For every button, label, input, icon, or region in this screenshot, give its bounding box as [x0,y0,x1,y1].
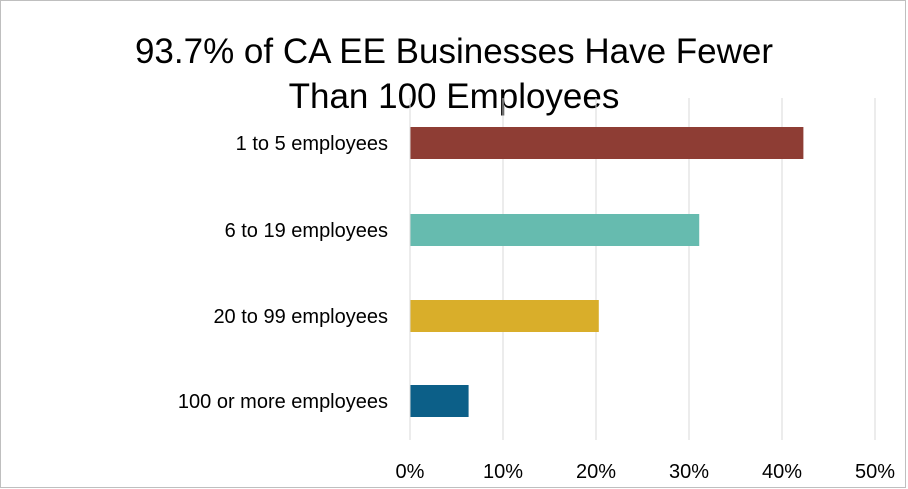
category-label: 100 or more employees [178,391,388,413]
chart-title-line-1: 93.7% of CA EE Businesses Have Fewer [134,32,774,71]
x-tick-label: 10% [483,461,523,483]
x-tick-label: 20% [576,461,616,483]
x-tick-label: 40% [762,461,802,483]
x-tick-label: 30% [669,461,709,483]
x-tick-label: 50% [855,461,895,483]
bar [410,385,469,417]
category-label: 6 to 19 employees [225,220,388,242]
bar [410,300,599,332]
bar [410,214,700,246]
chart-title-line-2: Than 100 Employees [288,77,620,116]
category-label: 1 to 5 employees [236,133,388,155]
x-tick-label: 0% [396,461,425,483]
category-label: 20 to 99 employees [213,306,388,328]
chart-title: 93.7% of CA EE Businesses Have Fewer Tha… [0,30,908,159]
bar [410,127,804,159]
